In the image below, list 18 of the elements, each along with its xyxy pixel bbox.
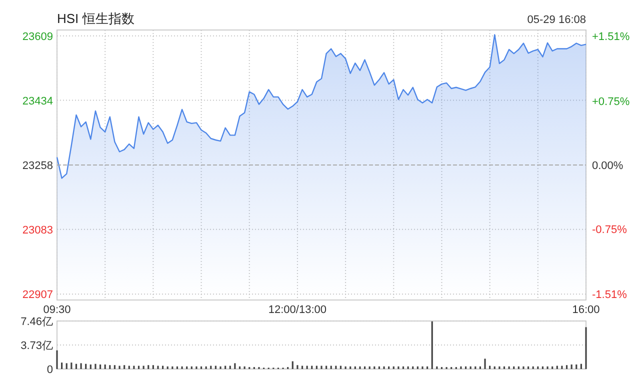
x-tick-label: 12:00/13:00 [268, 304, 327, 316]
chart-title: HSI 恒生指数 [57, 11, 134, 26]
x-tick-label: 16:00 [572, 304, 600, 316]
y-tick-label: 0 [46, 364, 53, 376]
y2-tick-label: +1.51% [592, 30, 630, 43]
y-tick-label: 23083 [22, 224, 53, 236]
y2-tick-label: -0.75% [592, 224, 628, 236]
y-tick-label: 3.73亿 [20, 340, 53, 352]
x-tick-label: 09:30 [43, 304, 71, 316]
y-tick-label: 23258 [22, 160, 53, 172]
y-tick-label: 7.46亿 [20, 316, 53, 328]
y-tick-label: 23434 [22, 95, 53, 108]
y-tick-label: 23609 [22, 30, 53, 43]
text: 05-29 16:08 [527, 14, 586, 26]
y2-tick-label: -1.51% [592, 289, 628, 302]
y2-tick-label: 0.00% [592, 160, 624, 172]
y2-tick-label: +0.75% [592, 96, 630, 108]
y-tick-label: 22907 [22, 289, 53, 302]
